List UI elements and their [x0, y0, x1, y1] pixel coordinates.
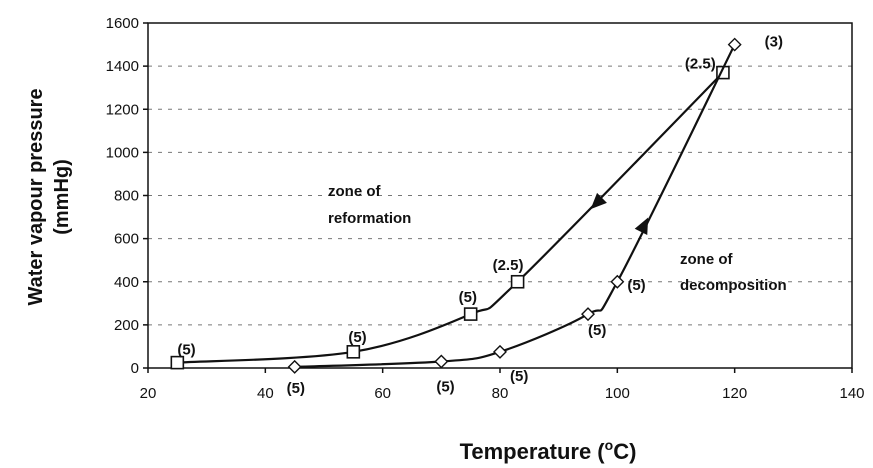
direction-arrow: [590, 192, 607, 210]
x-axis-label: Temperature (oC): [460, 437, 637, 464]
x-tick-label: 120: [722, 385, 747, 402]
y-tick-label: 600: [114, 231, 139, 248]
data-point-label: (5): [436, 379, 454, 396]
y-tick-label: 400: [114, 274, 139, 291]
data-point-diamond: [493, 344, 507, 359]
y-tick-label: 800: [114, 188, 139, 205]
direction-arrow: [634, 217, 649, 235]
data-point-label: (5): [588, 322, 606, 339]
y-tick-label: 200: [114, 317, 139, 334]
zone-decomposition-line2: decomposition: [680, 277, 787, 294]
y-tick-label: 1200: [106, 101, 139, 118]
point-labels: (5) (5) (5) (2.5) (2.5) (5) (5) (5) (5) (5) (3): [177, 34, 783, 397]
y-tick-label: 0: [131, 360, 139, 377]
series-group: [170, 37, 742, 374]
data-point-label: (3): [765, 34, 783, 51]
y-tick-label: 1600: [106, 15, 139, 32]
data-point-square: [510, 274, 525, 289]
x-axis-label-unit: C): [613, 439, 636, 464]
grid-lines: [148, 65, 852, 326]
x-tick-label: 140: [839, 385, 864, 402]
series-line: [294, 44, 736, 369]
data-point-diamond: [610, 274, 625, 289]
y-tick-label: 1000: [106, 144, 139, 161]
zone-decomposition-line1: zone of: [680, 251, 733, 268]
x-tick-label: 100: [605, 385, 630, 402]
data-point-diamond: [581, 307, 595, 322]
data-point-square: [170, 355, 185, 370]
data-point-diamond: [727, 37, 742, 52]
data-point-label: (5): [348, 329, 366, 346]
x-tick-label: 40: [257, 385, 274, 402]
data-point-label: (5): [627, 277, 645, 294]
y-axis-label-line2: (mmHg): [51, 159, 73, 235]
data-point-label: (5): [510, 368, 528, 385]
data-point-label: (5): [177, 342, 195, 359]
data-point-diamond: [434, 354, 449, 369]
series-line: [177, 71, 724, 364]
axes: [143, 22, 853, 373]
y-tick-label: 1400: [106, 58, 139, 75]
data-point-label: (5): [287, 380, 305, 397]
x-axis-label-sup: o: [605, 437, 614, 453]
data-point-square: [463, 307, 478, 321]
y-tick-labels: 0 200 400 600 800 1000 1200 1400 1600: [106, 15, 139, 377]
x-tick-labels: 20 40 60 80 100 120 140: [140, 385, 865, 402]
data-point-label: (2.5): [685, 56, 716, 73]
y-axis-label-line1: Water vapour pressure: [25, 88, 47, 305]
data-point-label: (2.5): [493, 257, 524, 274]
x-tick-label: 20: [140, 385, 157, 402]
zone-reformation-line2: reformation: [328, 210, 411, 227]
data-point-square: [346, 345, 361, 359]
data-point-label: (5): [459, 289, 477, 306]
data-point-diamond: [287, 359, 302, 374]
x-tick-label: 60: [374, 385, 391, 402]
x-axis-label-main: Temperature (: [460, 439, 606, 464]
zone-reformation-line1: zone of: [328, 183, 381, 200]
x-tick-label: 80: [492, 385, 509, 402]
